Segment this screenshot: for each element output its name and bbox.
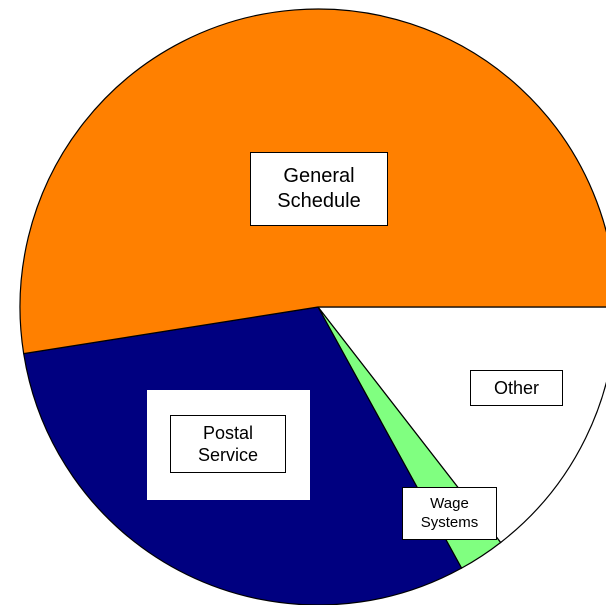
slice-label: Wage Systems: [402, 487, 497, 540]
slice-label: Postal Service: [170, 415, 286, 473]
pie-slice: [316, 306, 606, 544]
slice-label: General Schedule: [250, 152, 388, 226]
slice-label: Other: [470, 370, 563, 406]
